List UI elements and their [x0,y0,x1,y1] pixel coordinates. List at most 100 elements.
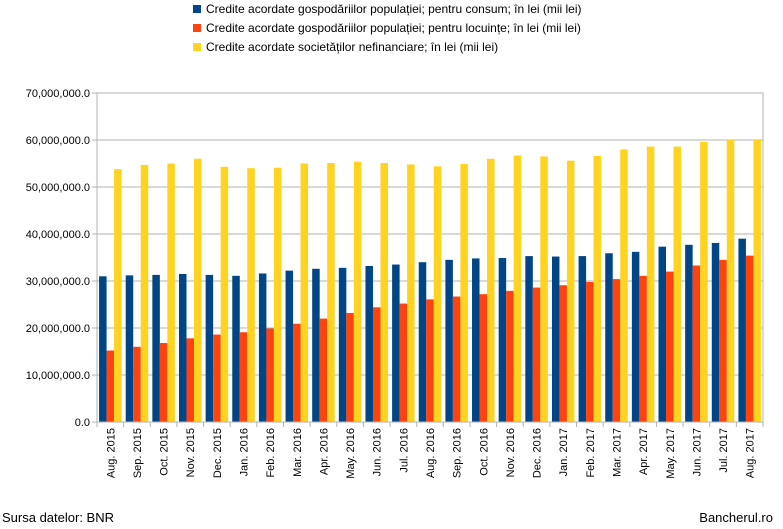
bar-s2-15 [513,155,522,422]
bar-s1-14 [479,294,488,422]
bar-s1-5 [239,332,248,422]
x-tick-label-1: Sep. 2015 [132,428,144,478]
bar-s2-13 [460,163,468,422]
bar-s1-19 [612,279,621,422]
bar-s1-0 [106,350,115,422]
bar-s2-19 [620,149,628,422]
bar-s2-14 [487,158,495,423]
x-tick-label-20: Apr. 2017 [638,428,650,475]
bar-s2-16 [540,156,548,422]
y-tick-label-4: 40,000,000.0 [26,229,90,241]
bar-s1-6 [266,328,274,422]
bar-s2-11 [407,164,415,422]
bar-s0-7 [285,270,294,422]
bar-s1-16 [532,287,541,422]
chart-axes [96,92,764,427]
x-tick-label-14: Oct. 2016 [478,428,490,476]
bar-s0-3 [178,273,187,422]
x-tick-label-24: Aug. 2017 [745,428,757,478]
bar-s1-18 [586,281,594,422]
bar-s0-4 [205,274,214,422]
bar-s0-20 [631,251,640,422]
x-tick-label-8: Apr. 2016 [318,428,330,475]
legend-label-0: Credite acordate gospodăriilor populație… [206,2,582,16]
brand-note: Bancherul.ro [699,510,773,525]
bar-s0-10 [365,265,373,422]
bar-s1-23 [719,259,727,422]
y-tick-label-0: 0.0 [75,417,90,429]
bar-s0-0 [99,276,107,422]
bar-s2-4 [220,166,229,422]
bar-s1-9 [346,312,354,422]
bar-s0-16 [525,256,533,422]
x-tick-label-5: Jan. 2016 [239,428,251,476]
bar-s2-3 [193,158,202,423]
chart-bars [99,140,761,423]
bar-s0-19 [605,253,613,422]
bar-s1-2 [159,343,168,422]
bar-s2-12 [433,166,442,422]
x-tick-label-21: May. 2017 [665,428,677,479]
bar-s0-2 [152,274,160,422]
y-tick-label-2: 20,000,000.0 [26,323,90,335]
x-tick-label-4: Dec. 2015 [212,428,224,478]
x-tick-label-19: Mar. 2017 [611,428,623,477]
x-axis-ticks: Aug. 2015 Sep. 2015 Oct. 2015 Nov. 2015 Dec.… [105,428,756,479]
x-tick-label-9: May. 2016 [345,428,357,479]
bar-s2-21 [673,146,682,422]
bar-s0-8 [312,268,320,422]
bar-s1-10 [372,307,381,422]
bar-s2-5 [247,168,255,422]
bar-s0-21 [658,246,667,422]
bar-s0-5 [232,275,240,422]
legend-swatch-0 [193,5,201,13]
x-tick-label-18: Feb. 2017 [585,428,597,478]
y-tick-label-6: 60,000,000.0 [26,135,90,147]
y-tick-label-3: 30,000,000.0 [26,276,90,288]
legend-label-2: Credite acordate societăților nefinancia… [206,40,498,54]
y-tick-label-5: 50,000,000.0 [26,182,90,194]
bar-s1-1 [133,346,141,422]
x-tick-label-17: Jan. 2017 [558,428,570,476]
plot-frame [96,92,764,423]
bar-s2-10 [380,163,388,422]
bar-s2-20 [646,146,655,422]
x-tick-label-12: Aug. 2016 [425,428,437,478]
x-tick-label-13: Sep. 2016 [452,428,464,478]
x-tick-label-11: Jul. 2016 [398,428,410,473]
x-tick-label-6: Feb. 2016 [265,428,277,478]
chart-legend: Credite acordate gospodăriilor populație… [193,2,582,54]
bar-s2-9 [353,161,362,422]
bar-s0-9 [338,267,347,422]
legend-swatch-1 [193,24,201,32]
bar-s1-17 [559,285,567,422]
bar-s2-0 [114,169,122,422]
bar-s1-8 [319,318,328,422]
bar-s0-17 [551,256,560,422]
y-tick-label-7: 70,000,000.0 [26,88,90,100]
x-tick-label-0: Aug. 2015 [105,428,117,478]
bar-s1-3 [186,338,194,422]
bar-s0-14 [472,258,480,422]
bar-s1-11 [399,303,408,422]
bar-s1-22 [692,265,701,422]
x-tick-label-15: Nov. 2016 [505,428,517,477]
x-tick-label-10: Jun. 2016 [372,428,384,476]
bar-s0-11 [392,264,400,422]
bar-s0-15 [498,257,507,422]
bar-s1-24 [745,255,754,422]
x-tick-label-3: Nov. 2015 [185,428,197,477]
bar-s1-4 [213,334,221,422]
bar-s1-7 [293,323,301,422]
bar-s1-15 [506,290,514,422]
bar-s1-13 [452,296,461,422]
bar-s1-12 [426,299,434,422]
x-tick-label-22: Jun. 2017 [691,428,703,476]
bar-s0-18 [578,256,587,422]
bar-s2-1 [140,164,149,422]
x-tick-label-7: Mar. 2016 [292,428,304,477]
bar-s0-1 [125,275,134,422]
x-tick-label-2: Oct. 2015 [159,428,171,476]
bar-s0-13 [445,259,453,422]
